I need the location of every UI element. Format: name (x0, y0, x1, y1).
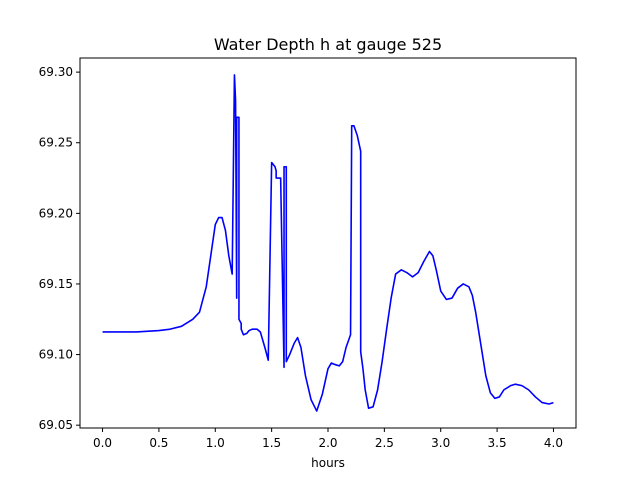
series-line (102, 74, 554, 412)
y-tick-label: 69.20 (39, 206, 73, 220)
y-tick-label: 69.10 (39, 348, 73, 362)
x-tick-label: 2.5 (375, 436, 394, 450)
y-tick-label: 69.25 (39, 136, 73, 150)
x-tick-label: 2.0 (318, 436, 337, 450)
x-tick-label: 0.0 (93, 436, 112, 450)
x-tick-label: 3.5 (488, 436, 507, 450)
y-tick-label: 69.15 (39, 277, 73, 291)
chart-title: Water Depth h at gauge 525 (214, 35, 442, 54)
x-tick-label: 0.5 (149, 436, 168, 450)
y-axis: 69.05 69.10 69.15 69.20 69.25 69.30 (39, 65, 80, 432)
x-tick-label: 1.5 (262, 436, 281, 450)
x-tick-label: 4.0 (544, 436, 563, 450)
x-tick-label: 1.0 (206, 436, 225, 450)
x-tick-label: 3.0 (431, 436, 450, 450)
plot-area (102, 74, 554, 412)
y-tick-label: 69.05 (39, 418, 73, 432)
y-tick-label: 69.30 (39, 65, 73, 79)
x-axis: 0.0 0.5 1.0 1.5 2.0 2.5 3.0 3.5 4.0 (93, 428, 563, 450)
x-axis-label: hours (311, 456, 345, 470)
